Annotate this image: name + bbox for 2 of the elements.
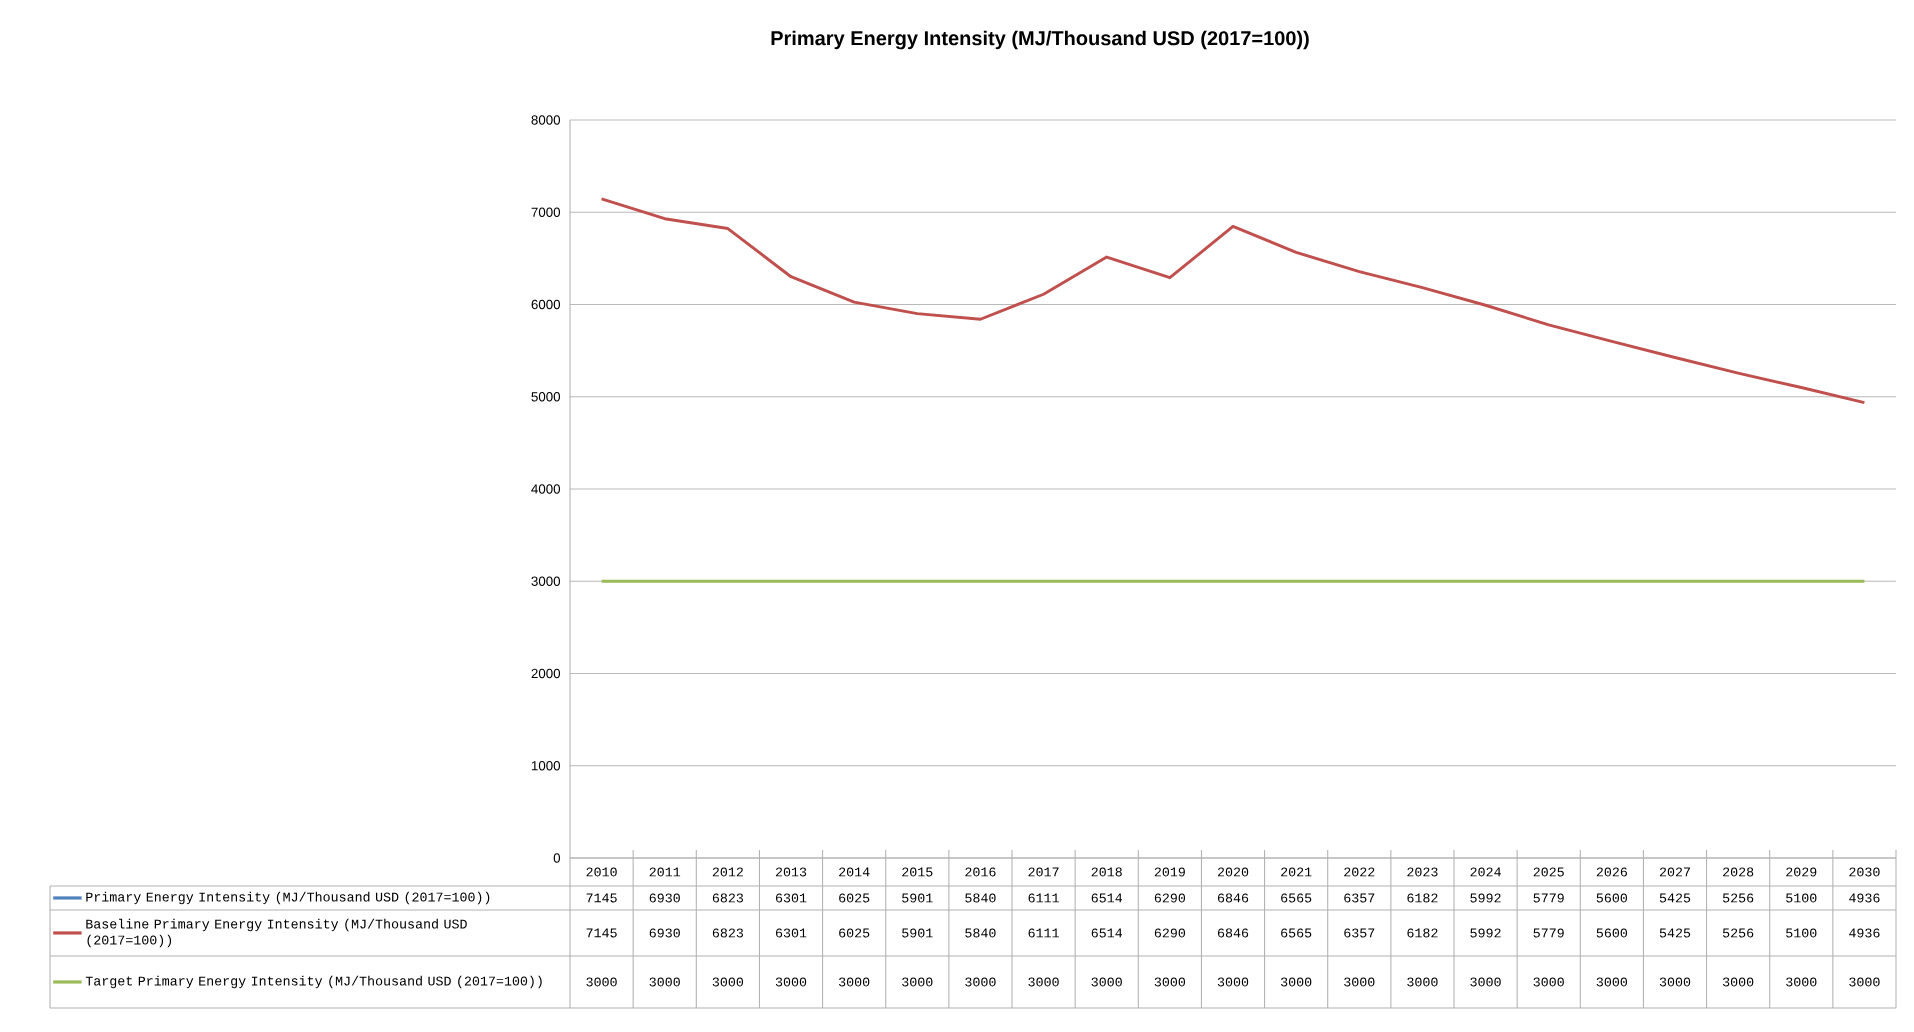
chart-title: Primary Energy Intensity (MJ/Thousand USD (2017=100)) bbox=[771, 30, 1309, 50]
line-series bbox=[600, 197, 1866, 405]
